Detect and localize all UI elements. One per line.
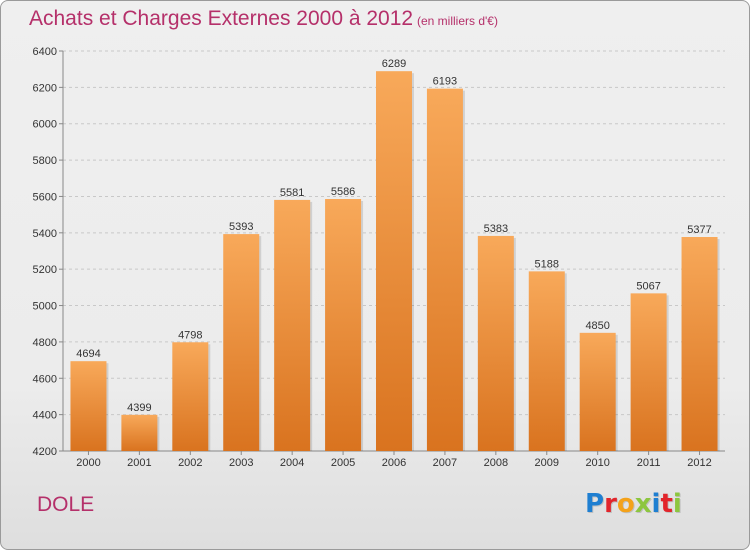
y-tick-label: 5000 [33, 301, 57, 313]
place-name: DOLE [37, 493, 95, 516]
x-tick-label: 2011 [637, 457, 661, 469]
x-tick-label: 2001 [127, 457, 151, 469]
bar [579, 332, 616, 451]
x-tick-label: 2000 [76, 457, 100, 469]
x-tick-label: 2007 [433, 457, 457, 469]
bar-value-label: 4399 [127, 402, 151, 414]
bar [70, 361, 107, 451]
y-tick-label: 4800 [33, 337, 57, 349]
x-tick-label: 2012 [687, 457, 711, 469]
x-tick-label: 2006 [382, 457, 406, 469]
logo-letter: o [616, 489, 635, 519]
bar [630, 293, 667, 451]
bar-value-label: 5067 [636, 280, 660, 292]
bar-value-label: 6193 [433, 76, 457, 88]
y-tick-label: 4200 [33, 446, 57, 458]
bar-value-label: 4850 [585, 320, 609, 332]
chart-title: Achats et Charges Externes 2000 à 2012 [29, 7, 414, 30]
x-tick-label: 2010 [585, 457, 609, 469]
bar [274, 199, 311, 451]
bar [121, 414, 158, 451]
y-tick-label: 6400 [33, 46, 57, 58]
bar-value-label: 5188 [535, 258, 559, 270]
bar-value-label: 5581 [280, 187, 304, 199]
y-tick-label: 6000 [33, 119, 57, 131]
bar [325, 199, 362, 451]
bar-value-label: 5377 [687, 224, 711, 236]
bar [426, 88, 463, 452]
x-tick-label: 2003 [229, 457, 253, 469]
logo-letter: P [585, 489, 605, 519]
x-tick-label: 2008 [484, 457, 508, 469]
logo-letter: r [604, 489, 617, 519]
bar-value-label: 4694 [76, 348, 100, 360]
y-tick-label: 6200 [33, 82, 57, 94]
bar-value-label: 6289 [382, 58, 406, 70]
logo-letter: x [634, 489, 652, 519]
y-tick-label: 4600 [33, 373, 57, 385]
bar-value-label: 4798 [178, 329, 202, 341]
bar [223, 234, 260, 451]
bar [528, 271, 565, 451]
y-tick-label: 5200 [33, 264, 57, 276]
x-tick-label: 2009 [535, 457, 559, 469]
bar-value-label: 5586 [331, 186, 355, 198]
bar [172, 342, 209, 451]
x-tick-label: 2005 [331, 457, 355, 469]
y-tick-label: 4400 [33, 410, 57, 422]
logo-letter: t [660, 489, 673, 519]
x-tick-label: 2004 [280, 457, 304, 469]
y-tick-label: 5600 [33, 191, 57, 203]
logo-letter: i [672, 489, 682, 519]
y-tick-label: 5400 [33, 228, 57, 240]
bar-value-label: 5393 [229, 221, 253, 233]
bar [681, 237, 718, 451]
logo-letter: i [651, 489, 661, 519]
bar [376, 71, 412, 451]
x-tick-label: 2002 [178, 457, 202, 469]
proxiti-logo: Proxiti [585, 489, 682, 519]
bar [477, 235, 514, 451]
y-tick-label: 5800 [33, 155, 57, 167]
bar-value-label: 5383 [484, 223, 508, 235]
chart-subtitle: (en milliers d'€) [417, 14, 498, 28]
